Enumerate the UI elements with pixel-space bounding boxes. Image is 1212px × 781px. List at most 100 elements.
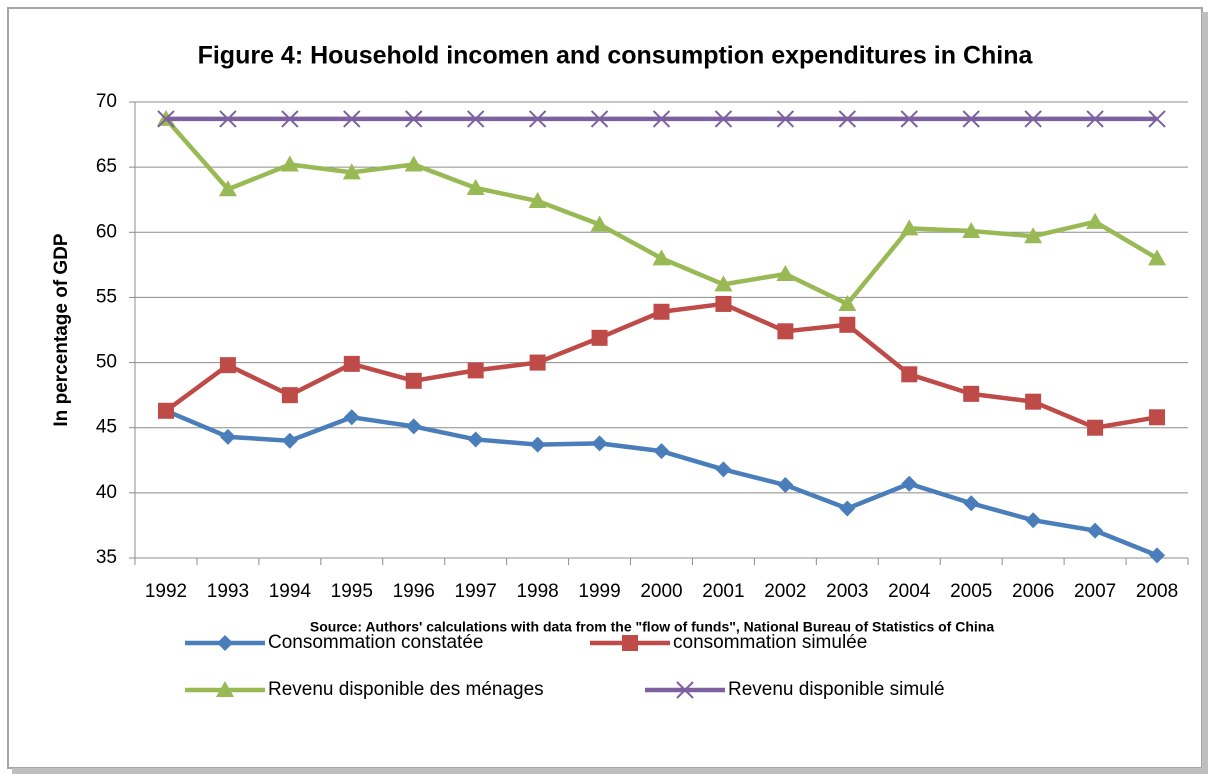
point-marker bbox=[217, 635, 233, 651]
point-marker bbox=[281, 432, 298, 449]
point-marker bbox=[1086, 212, 1105, 229]
point-marker bbox=[405, 110, 423, 128]
x-tick-label: 2006 bbox=[1012, 581, 1054, 602]
legend-label: consommation simulée bbox=[673, 632, 867, 653]
point-marker bbox=[216, 681, 234, 697]
y-tick-label: 50 bbox=[96, 352, 117, 373]
point-marker bbox=[529, 354, 546, 371]
x-tick-label: 1993 bbox=[207, 581, 249, 602]
point-marker bbox=[467, 362, 484, 379]
point-marker bbox=[839, 500, 856, 517]
point-marker bbox=[528, 110, 547, 128]
point-marker bbox=[715, 295, 732, 312]
x-tick-label: 1995 bbox=[331, 581, 373, 602]
point-marker bbox=[838, 110, 857, 128]
y-tick-label: 70 bbox=[96, 91, 117, 112]
x-tick-label: 2001 bbox=[702, 581, 744, 602]
point-marker bbox=[963, 495, 980, 512]
point-marker bbox=[281, 387, 298, 404]
point-marker bbox=[653, 303, 670, 320]
x-tick-label: 1994 bbox=[269, 581, 312, 602]
x-tick-label: 2000 bbox=[640, 581, 682, 602]
chart-title: Figure 4: Household incomen and consumpt… bbox=[198, 42, 1034, 70]
legend-label: Revenu disponible des ménages bbox=[268, 679, 544, 700]
point-marker bbox=[405, 372, 422, 389]
x-tick-label: 1997 bbox=[455, 581, 497, 602]
point-marker bbox=[1024, 110, 1042, 128]
point-marker bbox=[776, 110, 795, 128]
point-marker bbox=[901, 366, 918, 383]
point-marker bbox=[467, 431, 484, 448]
point-marker bbox=[404, 155, 423, 172]
point-marker bbox=[1024, 227, 1043, 244]
point-marker bbox=[157, 110, 175, 128]
legend-label: Consommation constatée bbox=[268, 632, 483, 653]
x-tick-label: 2005 bbox=[950, 581, 992, 602]
point-marker bbox=[652, 110, 671, 128]
point-marker bbox=[590, 110, 609, 128]
point-marker bbox=[653, 443, 670, 460]
point-marker bbox=[591, 435, 608, 452]
point-marker bbox=[1149, 547, 1166, 564]
point-marker bbox=[591, 329, 608, 346]
point-marker bbox=[1087, 419, 1104, 436]
x-tick-label: 2004 bbox=[888, 581, 931, 602]
x-tick-label: 1996 bbox=[393, 581, 435, 602]
point-marker bbox=[715, 461, 732, 478]
point-marker bbox=[1148, 249, 1167, 266]
y-tick-label: 60 bbox=[96, 221, 117, 242]
point-marker bbox=[343, 110, 361, 128]
point-marker bbox=[900, 110, 918, 128]
point-marker bbox=[529, 436, 546, 453]
point-marker bbox=[157, 402, 174, 419]
point-marker bbox=[466, 110, 485, 128]
point-marker bbox=[343, 355, 360, 372]
point-marker bbox=[622, 635, 638, 651]
x-tick-label: 1998 bbox=[516, 581, 558, 602]
point-marker bbox=[962, 110, 980, 128]
point-marker bbox=[838, 294, 857, 311]
point-marker bbox=[777, 477, 794, 494]
point-marker bbox=[714, 275, 733, 292]
frame-shadow bbox=[1202, 12, 1208, 772]
point-marker bbox=[528, 192, 547, 209]
x-tick-label: 2002 bbox=[764, 581, 806, 602]
point-marker bbox=[219, 110, 237, 128]
x-tick-label: 2008 bbox=[1136, 581, 1178, 602]
point-marker bbox=[776, 264, 795, 281]
chart-frame bbox=[7, 7, 1203, 769]
x-tick-label: 2007 bbox=[1074, 581, 1116, 602]
point-marker bbox=[219, 357, 236, 374]
y-tick-label: 65 bbox=[96, 156, 117, 177]
point-marker bbox=[218, 180, 237, 197]
point-marker bbox=[676, 681, 694, 699]
point-marker bbox=[963, 385, 980, 402]
point-marker bbox=[714, 110, 733, 128]
point-marker bbox=[343, 409, 360, 426]
point-marker bbox=[1087, 522, 1104, 539]
point-marker bbox=[281, 110, 299, 128]
point-marker bbox=[1025, 393, 1042, 410]
frame-shadow bbox=[12, 768, 1208, 774]
x-tick-label: 1992 bbox=[145, 581, 187, 602]
point-marker bbox=[280, 155, 299, 172]
y-tick-label: 55 bbox=[96, 286, 117, 307]
point-marker bbox=[342, 163, 361, 180]
y-tick-label: 40 bbox=[96, 482, 117, 503]
x-tick-label: 1999 bbox=[578, 581, 620, 602]
point-marker bbox=[1149, 409, 1166, 426]
point-marker bbox=[777, 323, 794, 340]
y-tick-label: 45 bbox=[96, 417, 117, 438]
point-marker bbox=[590, 215, 609, 232]
point-marker bbox=[1086, 110, 1104, 128]
y-tick-label: 35 bbox=[96, 547, 117, 568]
y-axis-label: In percentage of GDP bbox=[51, 233, 72, 427]
point-marker bbox=[839, 316, 856, 333]
point-marker bbox=[652, 249, 671, 266]
point-marker bbox=[900, 219, 919, 236]
point-marker bbox=[962, 221, 981, 238]
point-marker bbox=[1025, 512, 1042, 529]
x-tick-label: 2003 bbox=[826, 581, 868, 602]
